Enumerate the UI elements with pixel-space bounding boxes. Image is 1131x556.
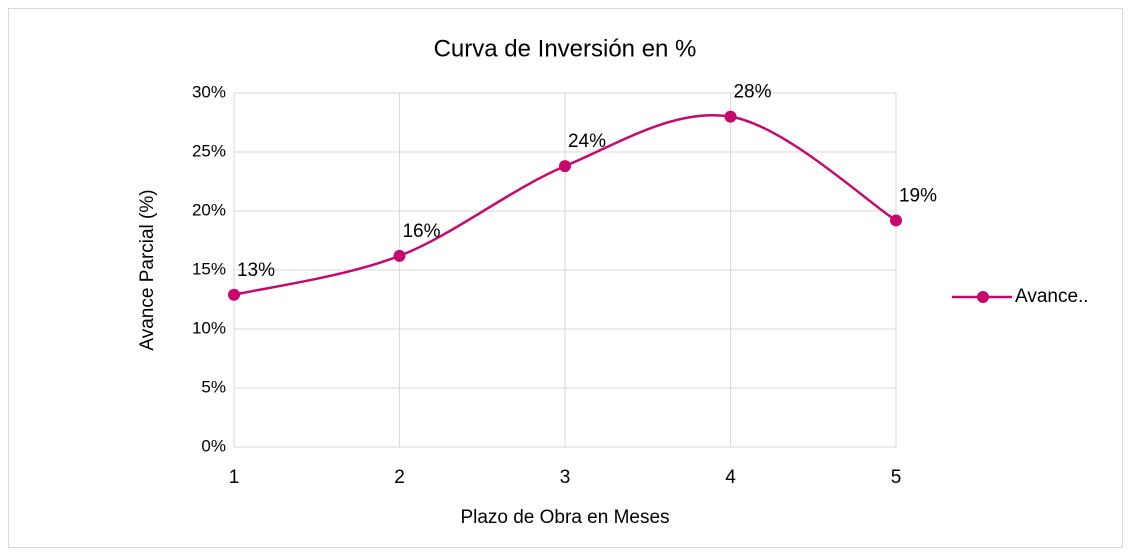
- marker: [228, 288, 240, 301]
- x-tick-label: 5: [891, 467, 902, 488]
- y-tick-label: 20%: [192, 200, 226, 219]
- data-label: 28%: [733, 82, 771, 103]
- x-tick-label: 3: [560, 467, 571, 488]
- y-tick-label: 10%: [192, 318, 226, 337]
- marker: [559, 160, 571, 173]
- marker: [393, 249, 406, 262]
- legend-marker: [977, 291, 989, 303]
- legend-label: Avance..: [1015, 286, 1089, 307]
- y-tick-label: 0%: [201, 436, 226, 455]
- y-tick-label: 30%: [192, 82, 226, 101]
- chart-title: Curva de Inversión en %: [434, 35, 697, 62]
- marker: [890, 214, 902, 227]
- x-tick-label: 2: [394, 467, 405, 488]
- data-label: 19%: [899, 185, 937, 206]
- y-tick-label: 15%: [192, 259, 226, 278]
- y-tick-label: 5%: [201, 377, 226, 396]
- data-label: 16%: [402, 221, 440, 242]
- x-tick-label: 1: [229, 467, 240, 488]
- marker: [724, 110, 737, 123]
- y-tick-label: 25%: [192, 141, 226, 160]
- data-label: 13%: [237, 260, 275, 281]
- x-axis-title: Plazo de Obra en Meses: [460, 507, 669, 528]
- data-label: 24%: [568, 131, 606, 152]
- x-tick-label: 4: [725, 467, 736, 488]
- y-axis-title: Avance Parcial (%): [137, 189, 158, 350]
